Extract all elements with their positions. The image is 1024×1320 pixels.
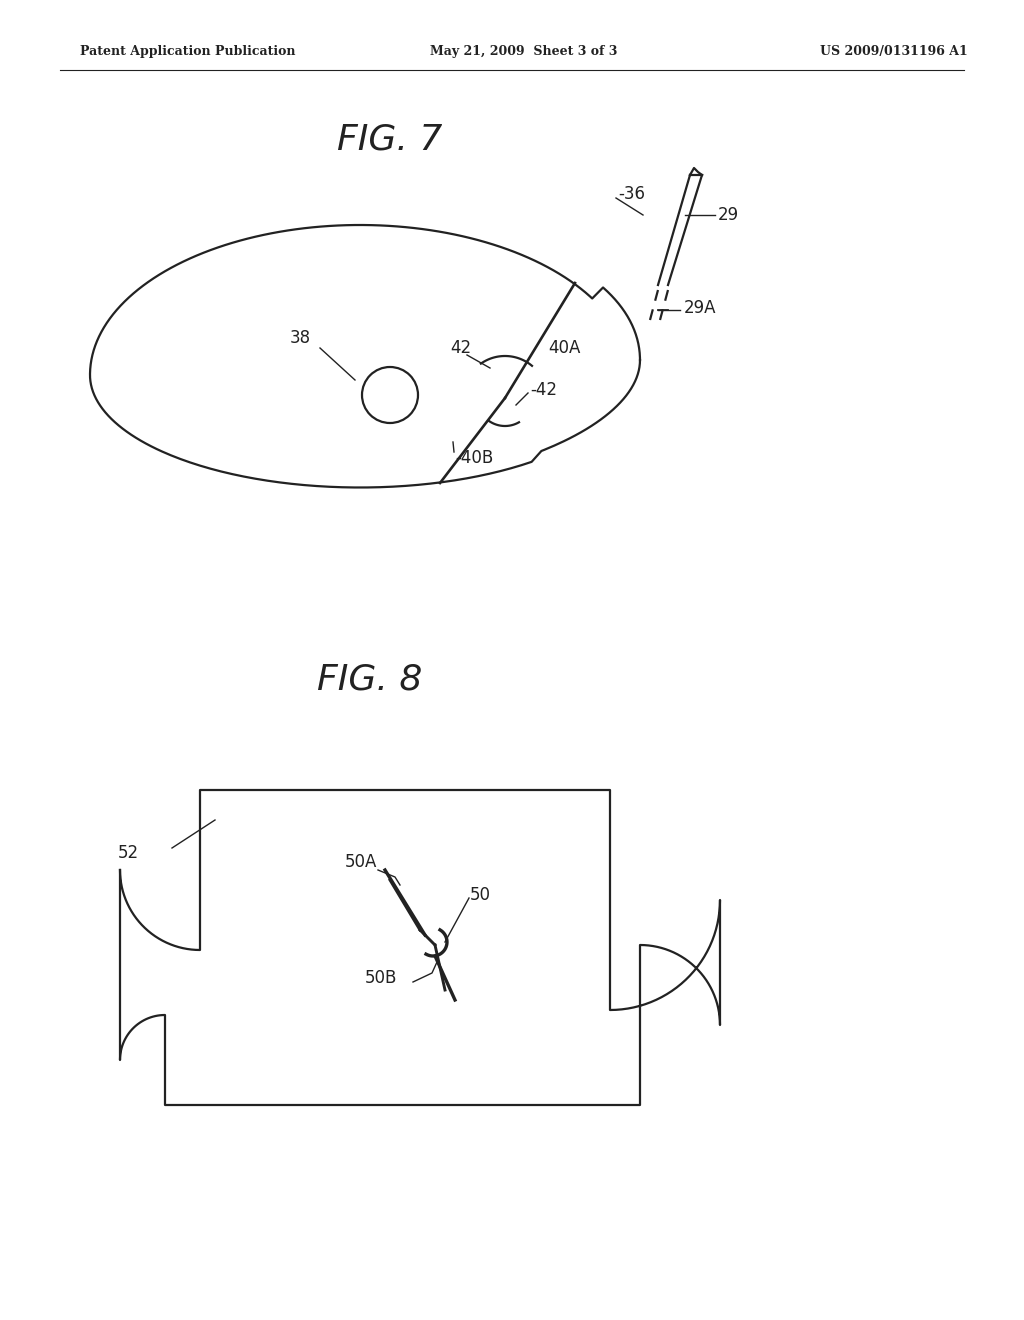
Text: 50B: 50B — [365, 969, 397, 987]
Text: May 21, 2009  Sheet 3 of 3: May 21, 2009 Sheet 3 of 3 — [430, 45, 617, 58]
Text: 50A: 50A — [345, 853, 378, 871]
Text: FIG. 8: FIG. 8 — [317, 663, 423, 697]
Text: 42: 42 — [450, 339, 471, 356]
Text: US 2009/0131196 A1: US 2009/0131196 A1 — [820, 45, 968, 58]
Text: Patent Application Publication: Patent Application Publication — [80, 45, 296, 58]
Text: 52: 52 — [118, 843, 139, 862]
Text: 40A: 40A — [548, 339, 581, 356]
Text: FIG. 7: FIG. 7 — [337, 123, 442, 157]
Text: -36: -36 — [618, 185, 645, 203]
Text: 29: 29 — [718, 206, 739, 224]
Text: -42: -42 — [530, 381, 557, 399]
Text: 29A: 29A — [684, 300, 717, 317]
Text: 38: 38 — [290, 329, 311, 347]
Text: -40B: -40B — [455, 449, 494, 467]
Text: 50: 50 — [470, 886, 490, 904]
